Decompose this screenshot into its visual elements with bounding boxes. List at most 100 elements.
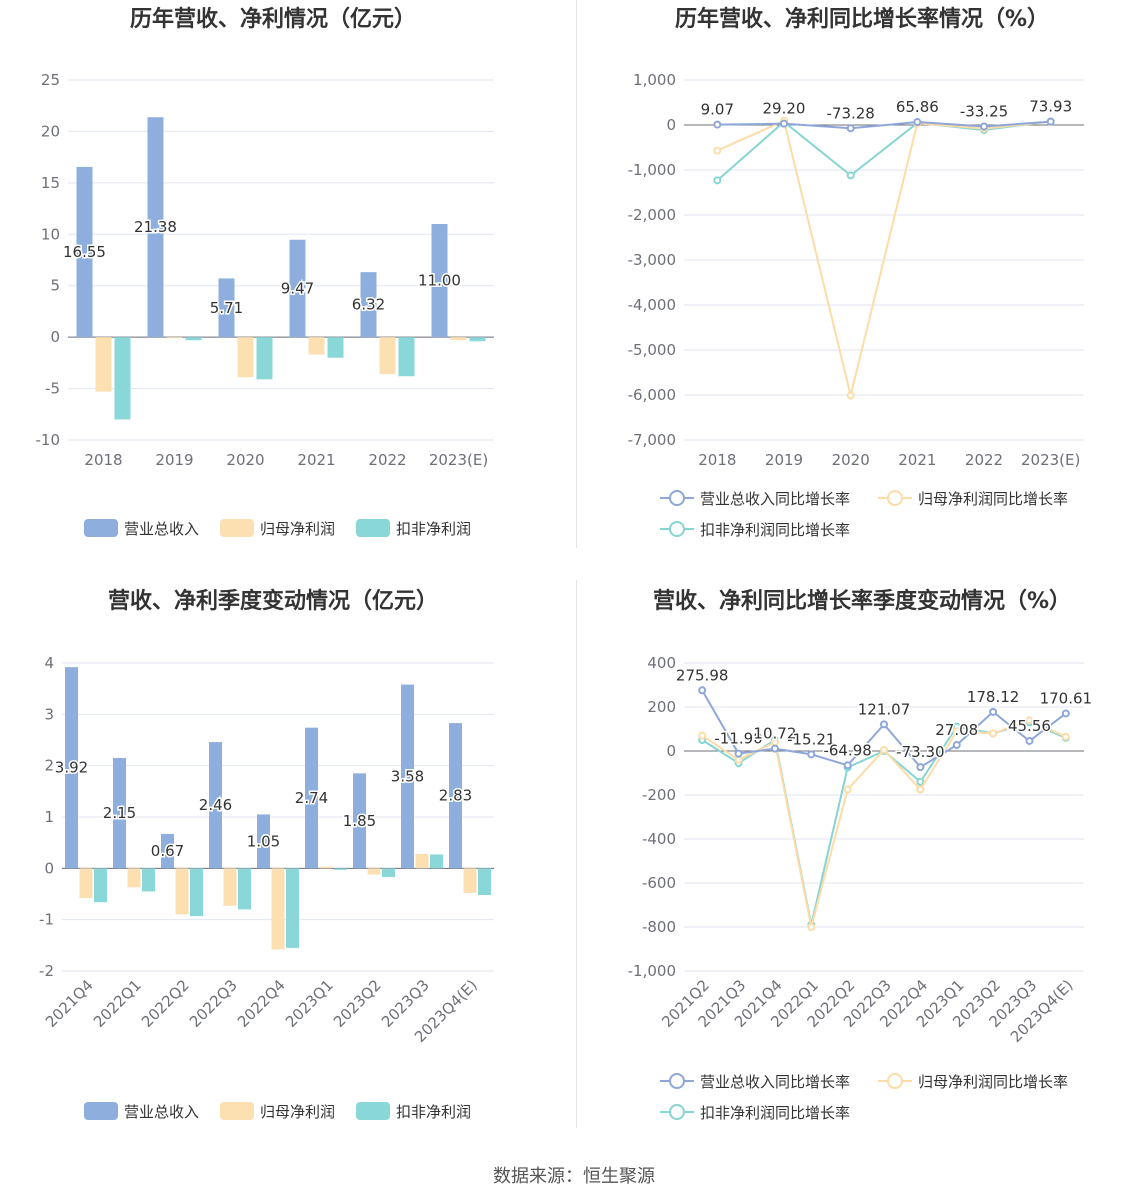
series-line [716, 120, 1051, 182]
data-point [880, 720, 888, 729]
bar [478, 868, 491, 896]
data-point [913, 118, 922, 127]
x-tick-label: 2020 [832, 451, 870, 469]
data-point [1061, 732, 1070, 741]
legend-label: 归母净利润 [260, 1103, 335, 1121]
chart-annual-growth-svg: 历年营收、净利同比增长率情况（%） -7,000 -6,000 -5,000 -4,0… [628, 6, 1084, 539]
bar [360, 272, 377, 338]
legend-swatch-marker [669, 490, 685, 506]
bar [161, 833, 174, 869]
x-tick-label: 2022Q2 [138, 976, 193, 1031]
divider-bottom [576, 580, 577, 1128]
bar [271, 868, 285, 950]
data-label: 0.67 [151, 842, 184, 860]
x-tick-label: 2022 [965, 451, 1003, 469]
data-label: -73.30 [896, 743, 944, 761]
legend-label: 归母净利润同比增长率 [918, 1073, 1068, 1091]
series-line [717, 120, 1051, 130]
legend-label: 营业总收入 [124, 520, 199, 538]
bar [127, 868, 141, 888]
data-point [916, 763, 925, 772]
y-tick-label: -2 [39, 962, 54, 980]
y-tick-label: 1 [44, 808, 54, 826]
data-point [846, 171, 855, 180]
bar [238, 868, 251, 910]
bar [430, 854, 443, 869]
data-label: 170.61 [1040, 689, 1093, 707]
legend-swatch [220, 519, 254, 537]
bar [65, 667, 78, 869]
bar [256, 337, 273, 380]
bar [79, 868, 93, 899]
data-label: 9.47 [281, 279, 314, 297]
bar [209, 742, 222, 869]
data-point [770, 744, 779, 753]
data-point [952, 727, 961, 736]
chart-quarterly-revenue-profit-svg: 营收、净利季度变动情况（亿元） -2-1012342021Q42022Q1202… [39, 588, 494, 1121]
chart-title: 历年营收、净利同比增长率情况（%） [675, 6, 1049, 32]
bar [398, 337, 415, 377]
data-point [1025, 716, 1034, 725]
legend-label: 扣非净利润 [396, 1103, 471, 1121]
bar [319, 866, 333, 869]
legend-label: 扣非净利润同比增长率 [700, 1104, 850, 1122]
data-label: 178.12 [967, 688, 1020, 706]
x-tick-label: 2019 [155, 451, 193, 469]
data-label: 1.05 [247, 832, 280, 850]
chart-quarterly-revenue-profit: 营收、净利季度变动情况（亿元） -2 -1 0 1 2 3 4 2021Q4 2022Q1 202… [0, 580, 576, 1140]
y-tick-label: -2,000 [628, 206, 676, 224]
data-label: 3.58 [391, 767, 424, 785]
data-point [843, 785, 852, 794]
bar [305, 727, 318, 869]
bar [353, 773, 366, 869]
x-tick-label: 2019 [765, 451, 803, 469]
legend-swatch-marker [669, 1104, 685, 1120]
data-label: -11.90 [714, 730, 762, 748]
x-tick-label: 2021Q4 [42, 976, 97, 1031]
y-tick-label: -1 [39, 911, 54, 929]
x-tick-label: 2022Q1 [90, 976, 145, 1031]
y-tick-label: -10 [36, 431, 61, 449]
y-tick-label: -800 [642, 918, 676, 936]
bar [237, 337, 254, 378]
data-point [713, 146, 722, 155]
data-point [734, 755, 743, 764]
y-tick-label: 5 [50, 277, 60, 295]
bar [463, 868, 477, 893]
data-label: 275.98 [676, 666, 729, 684]
bar [166, 337, 183, 339]
legend-label: 归母净利润 [260, 520, 335, 538]
bar [175, 868, 189, 915]
data-point [843, 761, 852, 770]
chart-annual-revenue-profit: 历年营收、净利情况（亿元） -10 -5 0 5 10 15 20 25 2018 2019 202… [0, 0, 576, 560]
chart-title: 营收、净利同比增长率季度变动情况（%） [653, 588, 1071, 614]
divider-top [576, 0, 577, 548]
bar [379, 337, 396, 375]
y-tick-label: 2 [44, 757, 54, 775]
data-label: 45.56 [1008, 717, 1051, 735]
bar [223, 868, 237, 906]
bar [469, 337, 486, 342]
data-label: 5.71 [210, 299, 243, 317]
legend-label: 扣非净利润同比增长率 [700, 521, 850, 539]
data-label: -73.28 [826, 104, 874, 122]
x-tick-label: 2018 [84, 451, 122, 469]
data-label: 27.08 [935, 721, 978, 739]
data-point [952, 741, 961, 750]
data-label: 6.32 [352, 296, 385, 314]
data-label: 2.46 [199, 796, 232, 814]
data-label: 21.38 [134, 218, 177, 236]
chart-quarterly-growth: 营收、净利同比增长率季度变动情况（%） -1,000 -800 -600 -400 -2… [576, 580, 1148, 1140]
y-tick-label: 3 [44, 705, 54, 723]
y-tick-label: 4 [44, 654, 54, 672]
legend-swatch-marker [887, 1073, 903, 1089]
data-label: -64.98 [823, 741, 871, 759]
y-tick-label: 0 [666, 116, 676, 134]
data-label: 2.15 [103, 804, 136, 822]
series-line [716, 119, 1051, 396]
data-label: 1.85 [343, 812, 376, 830]
data-point [807, 923, 816, 931]
legend-label: 归母净利润同比增长率 [918, 490, 1068, 508]
bar [431, 224, 448, 338]
data-label: 10.72 [753, 725, 796, 743]
